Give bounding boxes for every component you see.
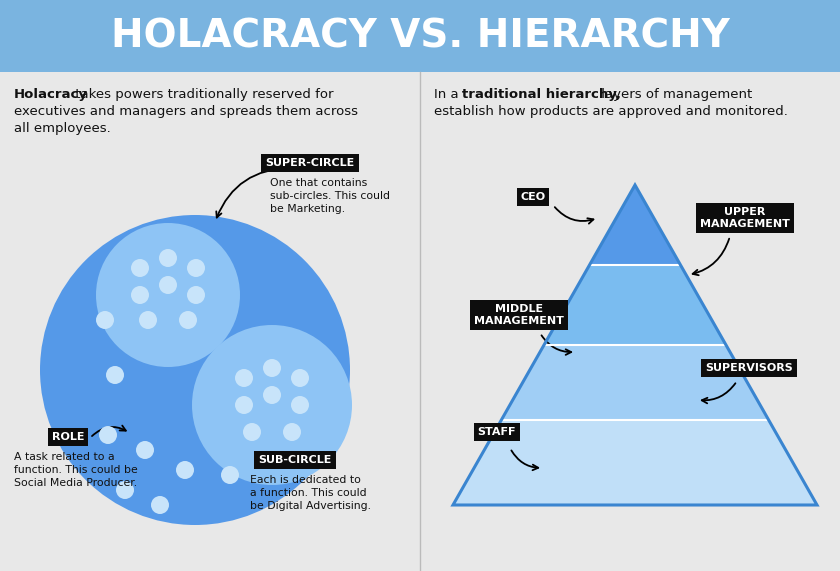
Circle shape [151,496,169,514]
Polygon shape [544,265,726,345]
Text: CEO: CEO [521,192,545,202]
Circle shape [139,311,157,329]
Text: layers of management: layers of management [597,88,753,101]
Text: Holacracy: Holacracy [14,88,88,101]
Circle shape [235,369,253,387]
Circle shape [116,481,134,499]
Circle shape [192,325,352,485]
Circle shape [187,286,205,304]
Circle shape [235,396,253,414]
Circle shape [106,366,124,384]
Circle shape [159,249,177,267]
Text: Each is dedicated to
a function. This could
be Digital Advertising.: Each is dedicated to a function. This co… [250,475,371,512]
Circle shape [179,311,197,329]
Text: In a: In a [434,88,463,101]
Text: One that contains
sub-circles. This could
be Marketing.: One that contains sub-circles. This coul… [270,178,390,214]
Circle shape [96,223,240,367]
Bar [0,0,840,72]
Text: SUPERVISORS: SUPERVISORS [705,363,793,373]
Circle shape [131,286,149,304]
Circle shape [263,359,281,377]
Text: STAFF: STAFF [478,427,517,437]
Circle shape [291,369,309,387]
Circle shape [176,461,194,479]
Text: ROLE: ROLE [52,432,84,442]
Text: SUB-CIRCLE: SUB-CIRCLE [259,455,332,465]
Circle shape [187,259,205,277]
Text: A task related to a
function. This could be
Social Media Producer.: A task related to a function. This could… [14,452,138,488]
Text: establish how products are approved and monitored.: establish how products are approved and … [434,105,788,118]
Text: takes powers traditionally reserved for: takes powers traditionally reserved for [71,88,333,101]
Polygon shape [501,345,769,420]
Circle shape [99,426,117,444]
Circle shape [243,423,261,441]
Circle shape [40,215,350,525]
Circle shape [263,386,281,404]
Text: SUPER-CIRCLE: SUPER-CIRCLE [265,158,354,168]
Text: HOLACRACY VS. HIERARCHY: HOLACRACY VS. HIERARCHY [111,17,729,55]
Circle shape [221,466,239,484]
Circle shape [283,423,301,441]
Text: UPPER
MANAGEMENT: UPPER MANAGEMENT [700,207,790,229]
Text: executives and managers and spreads them across: executives and managers and spreads them… [14,105,358,118]
Text: MIDDLE
MANAGEMENT: MIDDLE MANAGEMENT [474,304,564,326]
Polygon shape [453,420,817,505]
Circle shape [136,441,154,459]
Circle shape [96,311,114,329]
Circle shape [159,276,177,294]
Polygon shape [590,185,680,265]
Text: traditional hierarchy,: traditional hierarchy, [462,88,621,101]
Circle shape [291,396,309,414]
Text: all employees.: all employees. [14,122,111,135]
Circle shape [131,259,149,277]
